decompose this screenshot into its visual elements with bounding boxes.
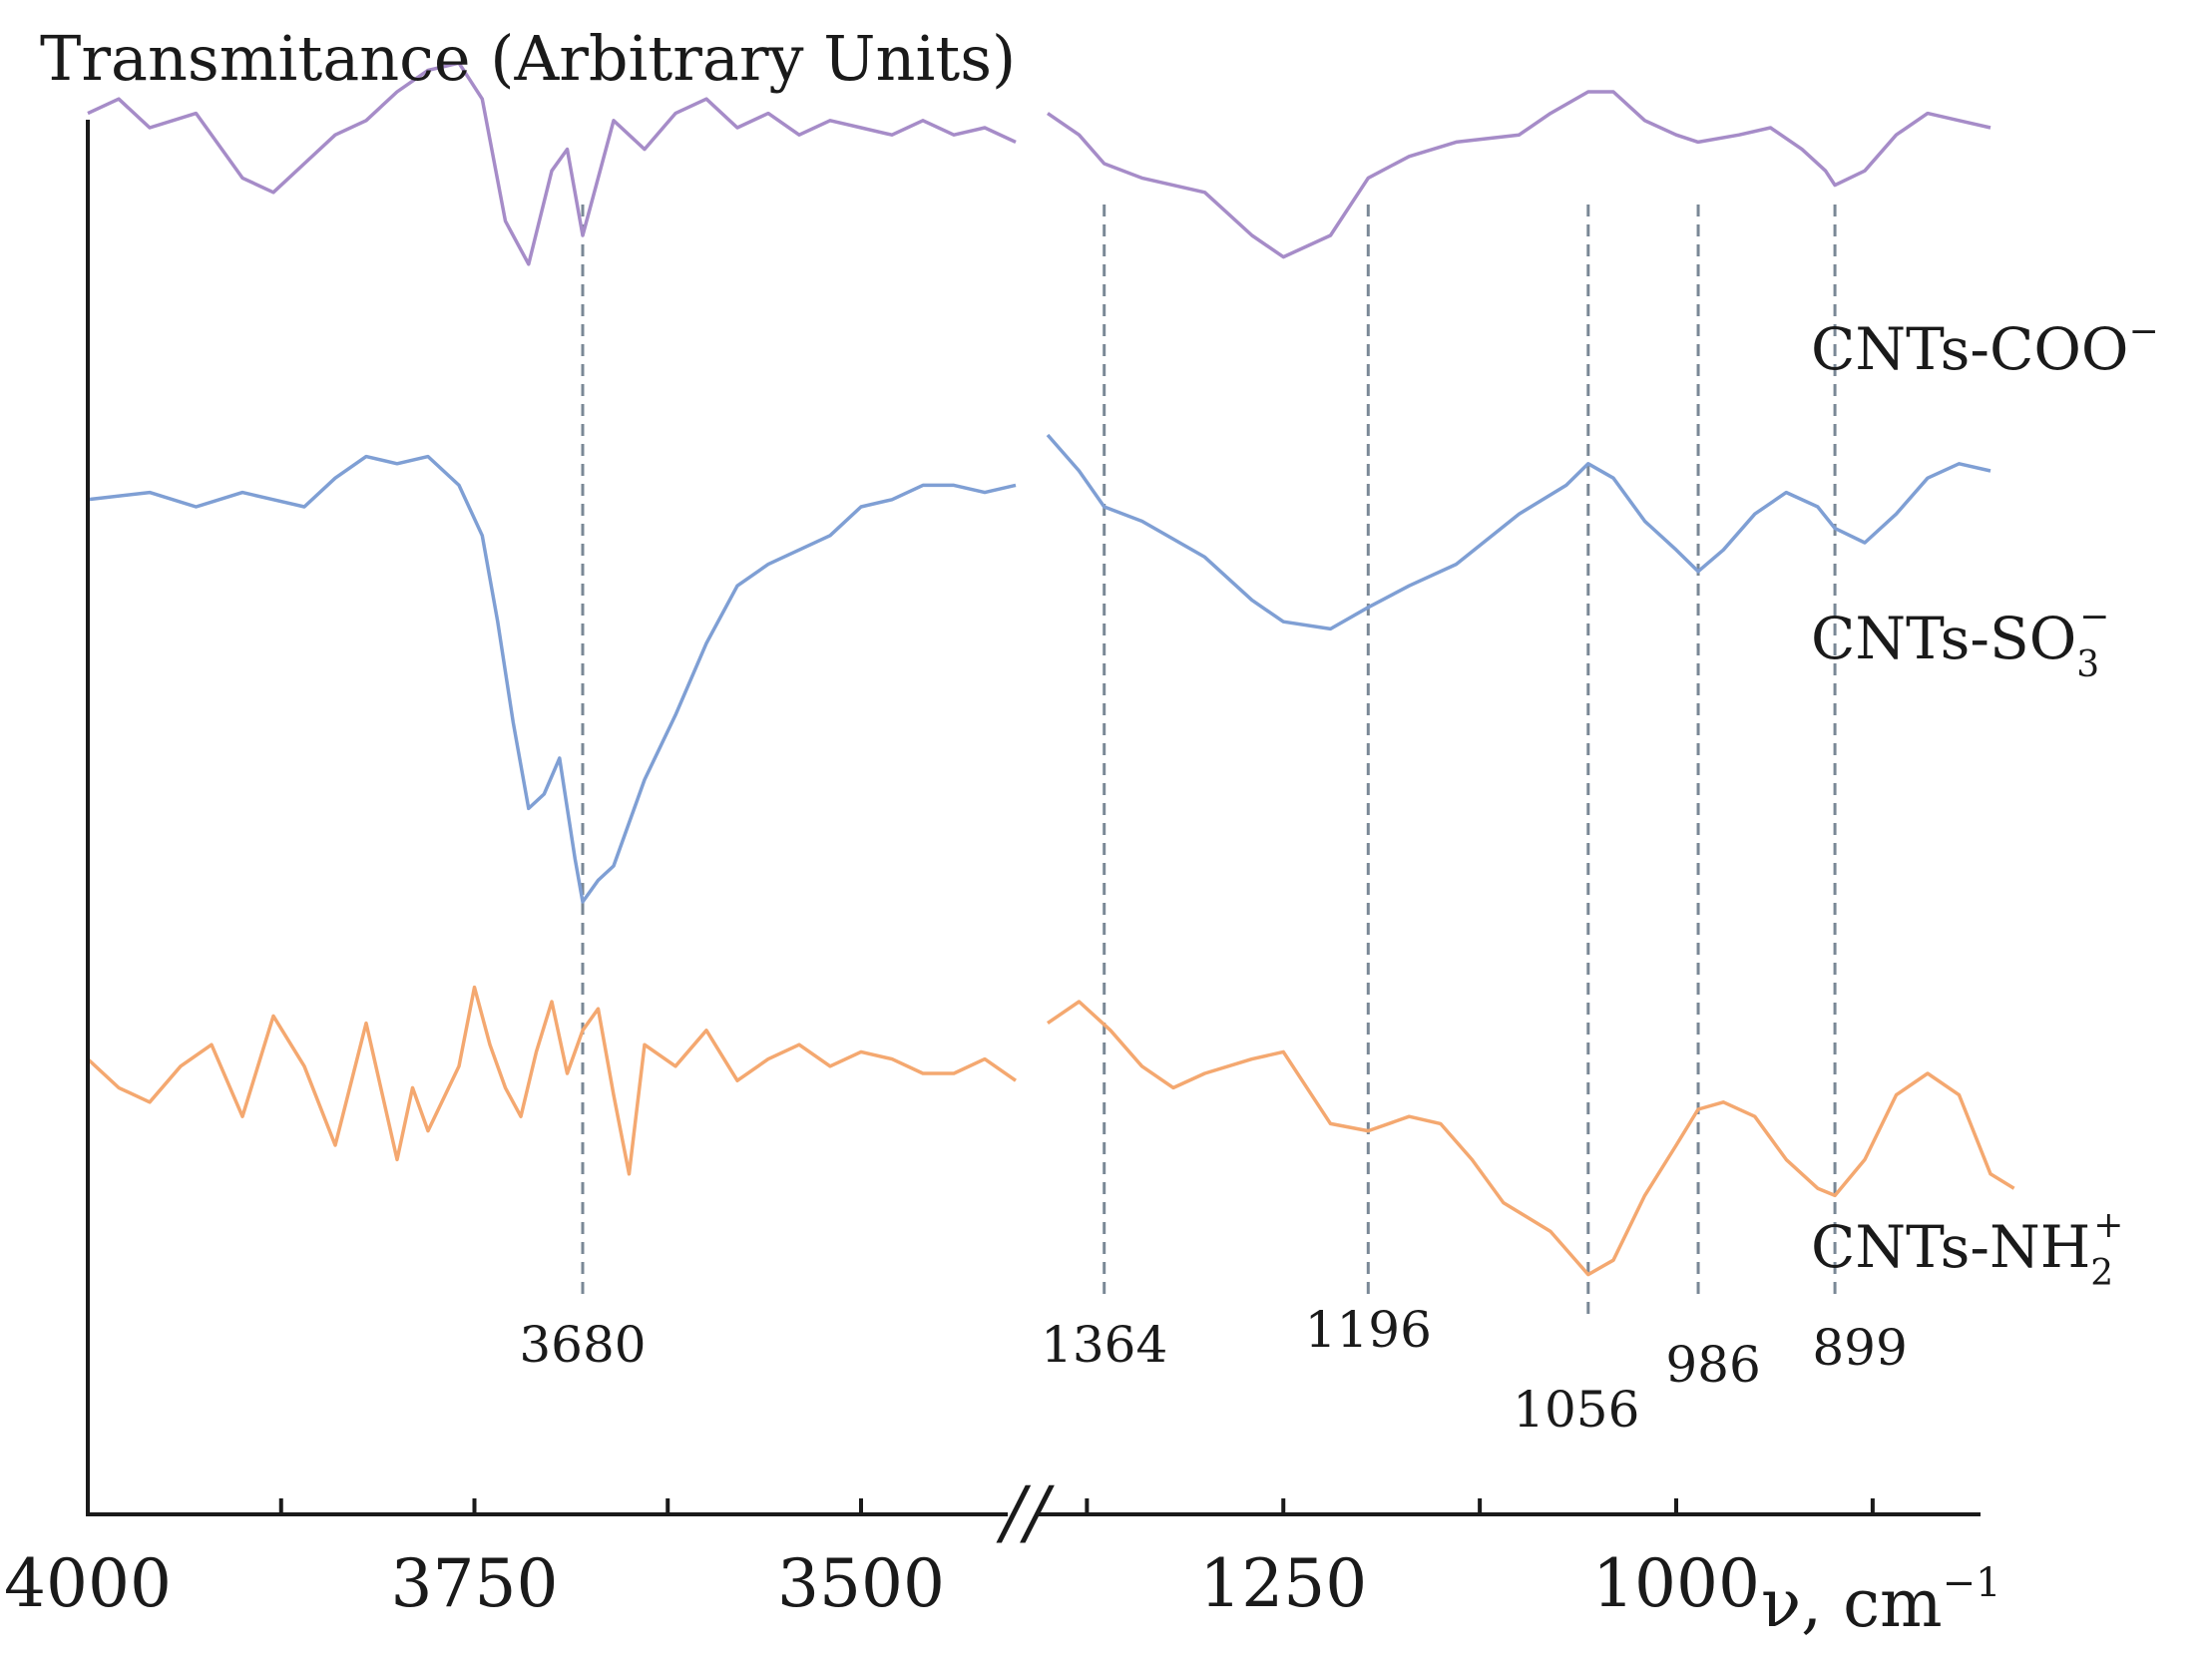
- x-tick-label-4000: 4000: [4, 1545, 172, 1622]
- x-axis-label-base: ν, cm: [1761, 1565, 1943, 1642]
- x-axis-label: ν, cm−1: [1761, 1560, 2001, 1642]
- series-line-cnts-so3-low: [1046, 433, 1991, 631]
- x-tick-label-1250: 1250: [1199, 1545, 1367, 1622]
- series-labels: CNTs-COO− CNTs-SO3− CNTs-NH2+: [1811, 311, 2159, 1294]
- spectra-series: [86, 61, 2015, 1277]
- axis-break-marker: //: [996, 1471, 1056, 1553]
- series-label-cnts-so3: CNTs-SO3−: [1811, 597, 2109, 685]
- peak-label-1056: 1056: [1513, 1381, 1639, 1439]
- series-label-cnts-nh2: CNTs-NH2+: [1811, 1205, 2123, 1294]
- peak-label-3680: 3680: [519, 1316, 646, 1374]
- x-ticks: [86, 1498, 1875, 1514]
- peak-label-1364: 1364: [1041, 1316, 1167, 1374]
- series-label-cnts-coo: CNTs-COO−: [1811, 311, 2159, 383]
- x-tick-label-1000: 1000: [1592, 1545, 1760, 1622]
- series-line-cnts-coo-high: [87, 61, 1017, 266]
- x-tick-label-3750: 3750: [391, 1545, 559, 1622]
- series-line-cnts-nh2-low: [1047, 1000, 2015, 1277]
- series-line-cnts-so3-high: [87, 454, 1017, 904]
- x-tick-labels: 4000 3750 3500 1250 1000: [4, 1545, 1760, 1622]
- peak-label-986: 986: [1665, 1336, 1760, 1394]
- peak-labels: 3680 1364 1196 1056 986 899: [519, 1301, 1907, 1439]
- series-line-cnts-nh2-high: [86, 985, 1018, 1176]
- x-axis-label-superscript: −1: [1943, 1560, 2001, 1606]
- peak-label-1196: 1196: [1305, 1301, 1432, 1359]
- chart-title: Transmitance (Arbitrary Units): [40, 22, 1016, 95]
- peak-label-899: 899: [1812, 1319, 1907, 1377]
- series-line-cnts-coo-low: [1047, 90, 1991, 259]
- x-tick-label-3500: 3500: [777, 1545, 945, 1622]
- peak-marker-lines: [581, 205, 1837, 1317]
